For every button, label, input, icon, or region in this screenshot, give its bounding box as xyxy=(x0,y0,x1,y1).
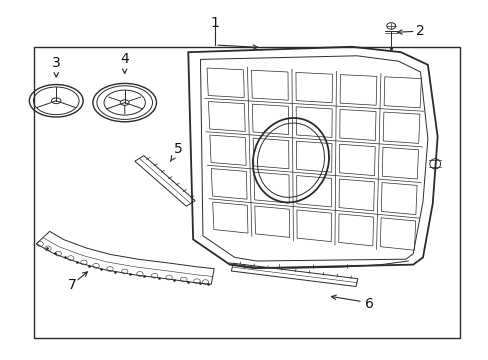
Text: 2: 2 xyxy=(415,24,424,37)
Text: 6: 6 xyxy=(364,297,373,311)
Bar xyxy=(34,47,459,338)
Text: 5: 5 xyxy=(170,143,183,162)
Text: 1: 1 xyxy=(210,17,219,30)
Text: 4: 4 xyxy=(120,53,129,73)
Text: 3: 3 xyxy=(52,56,61,77)
Text: 7: 7 xyxy=(68,278,77,292)
